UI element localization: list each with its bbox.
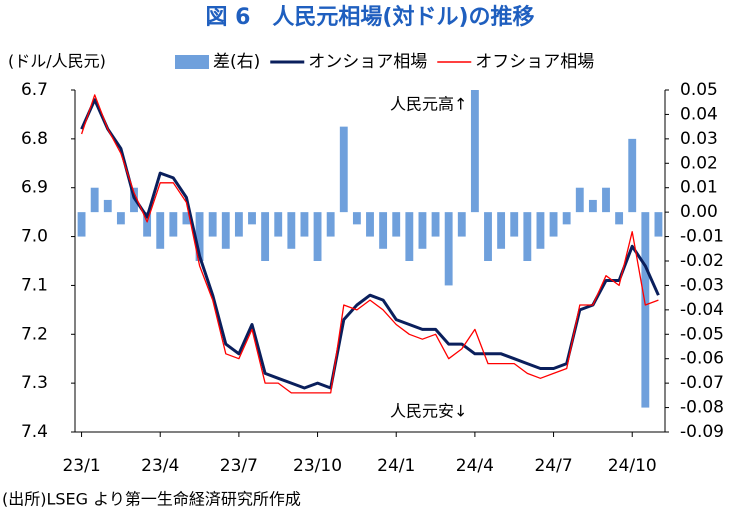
bar [182,212,191,225]
bar [261,212,270,261]
x-tick-label: 23/7 [220,456,258,476]
bar [536,212,545,249]
bar [326,212,335,237]
x-tick-label: 23/4 [141,456,179,476]
bar [379,212,388,249]
legend-label: 差(右) [213,52,260,72]
y-tick-label: 7.2 [21,324,48,344]
bar [352,212,361,225]
bar [418,212,427,249]
y-tick-label: 7.1 [21,275,48,295]
bar [431,212,440,237]
bar [457,212,466,237]
bar [641,212,650,408]
bar [549,212,558,237]
bar [156,212,165,249]
bar [470,90,479,213]
y2-tick-label: -0.09 [680,422,724,442]
y2-tick-label: 0.04 [680,104,718,124]
bar [208,212,217,237]
y2-tick-label: 0.01 [680,178,718,198]
bar [77,212,86,237]
y-tick-label: 7.4 [21,422,48,442]
legend-swatch [175,55,209,69]
bar [562,212,571,225]
bar [588,199,597,213]
bar [116,212,125,225]
bar [405,212,414,261]
bar [195,212,204,261]
bar [287,212,296,249]
bar [169,212,178,237]
y2-tick-label: -0.07 [680,373,724,393]
x-tick-label: 24/10 [608,456,657,476]
legend-label: オンショア相場 [308,52,427,72]
y-axis-label: (ドル/人民元) [8,52,106,71]
bar [274,212,283,237]
annotation: 人民元安↓ [390,402,467,421]
bar [484,212,492,261]
y-tick-label: 6.9 [21,178,48,198]
line [80,98,660,390]
y2-tick-label: -0.08 [680,398,724,418]
y2-tick-label: 0.05 [680,80,718,100]
source-note: (出所)LSEG より第一生命経済研究所作成 [2,490,301,509]
y2-tick-label: 0.03 [680,129,718,149]
bar [221,212,230,249]
bar [90,187,99,213]
y-tick-label: 7.3 [21,373,48,393]
bar [248,212,256,225]
x-tick-label: 24/7 [534,456,572,476]
y2-tick-label: 0.02 [680,153,718,173]
bar [575,187,584,213]
bar [628,138,637,213]
y2-tick-label: -0.06 [680,349,724,369]
annotation: 人民元高↑ [390,95,467,114]
y-tick-label: 6.8 [21,129,48,149]
bar [510,212,519,237]
bar [523,212,532,261]
y2-tick-label: -0.02 [680,251,724,271]
y2-tick-label: -0.03 [680,275,724,295]
y2-tick-label: -0.05 [680,324,724,344]
y2-tick-label: -0.01 [680,227,724,247]
bar [103,199,112,213]
legend-label: オフショア相場 [475,52,594,72]
bar [444,212,453,286]
bar [602,187,610,213]
bar [339,126,348,213]
y2-tick-label: 0.00 [680,202,718,222]
x-tick-label: 24/1 [377,456,415,476]
bar [300,212,309,237]
y-tick-label: 7.0 [21,227,48,247]
x-tick-label: 24/4 [456,456,494,476]
bar [313,212,322,261]
bar [392,212,401,237]
bar [234,212,243,237]
bar [366,212,374,237]
y-tick-label: 6.7 [21,80,48,100]
x-tick-label: 23/1 [62,456,100,476]
x-tick-label: 23/10 [293,456,342,476]
bar [615,212,624,225]
bar [143,212,152,237]
y2-tick-label: -0.04 [680,300,724,320]
line [80,94,659,394]
bar [497,212,506,249]
chart-title: 図 6 人民元相場(対ドル)の推移 [205,4,534,30]
bar [654,212,663,237]
